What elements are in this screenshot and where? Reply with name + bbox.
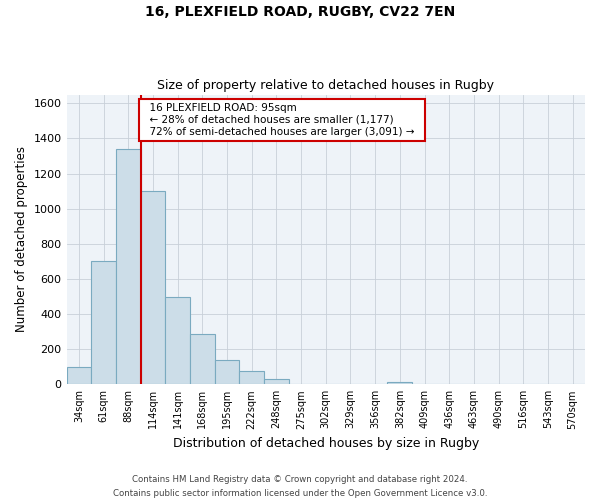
Bar [67,366,91,384]
Bar [215,360,239,384]
Bar [165,296,190,384]
Bar [116,149,140,384]
Y-axis label: Number of detached properties: Number of detached properties [15,146,28,332]
Bar [388,382,412,384]
Bar [91,262,116,384]
Title: Size of property relative to detached houses in Rugby: Size of property relative to detached ho… [157,79,494,92]
Bar [190,334,215,384]
Bar [239,371,264,384]
Bar [264,379,289,384]
Bar [140,191,165,384]
Text: Contains HM Land Registry data © Crown copyright and database right 2024.
Contai: Contains HM Land Registry data © Crown c… [113,476,487,498]
X-axis label: Distribution of detached houses by size in Rugby: Distribution of detached houses by size … [173,437,479,450]
Text: 16, PLEXFIELD ROAD, RUGBY, CV22 7EN: 16, PLEXFIELD ROAD, RUGBY, CV22 7EN [145,5,455,19]
Text: 16 PLEXFIELD ROAD: 95sqm
  ← 28% of detached houses are smaller (1,177)
  72% of: 16 PLEXFIELD ROAD: 95sqm ← 28% of detach… [143,104,421,136]
